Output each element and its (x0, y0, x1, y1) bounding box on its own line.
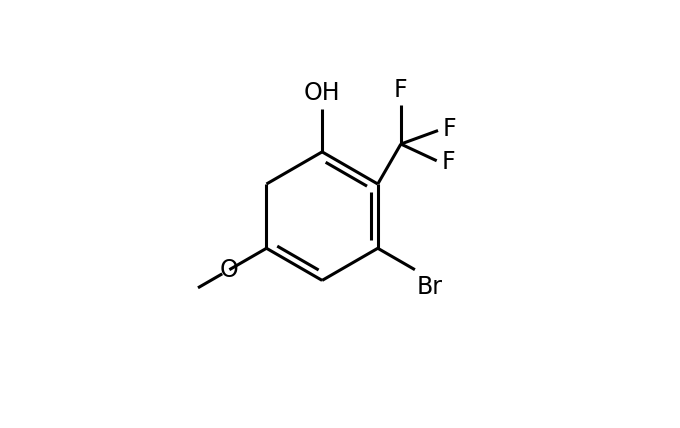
Text: F: F (443, 117, 456, 141)
Text: Br: Br (417, 275, 443, 299)
Text: OH: OH (304, 81, 341, 105)
Text: O: O (220, 258, 239, 282)
Text: F: F (394, 78, 408, 102)
Text: F: F (441, 150, 456, 175)
